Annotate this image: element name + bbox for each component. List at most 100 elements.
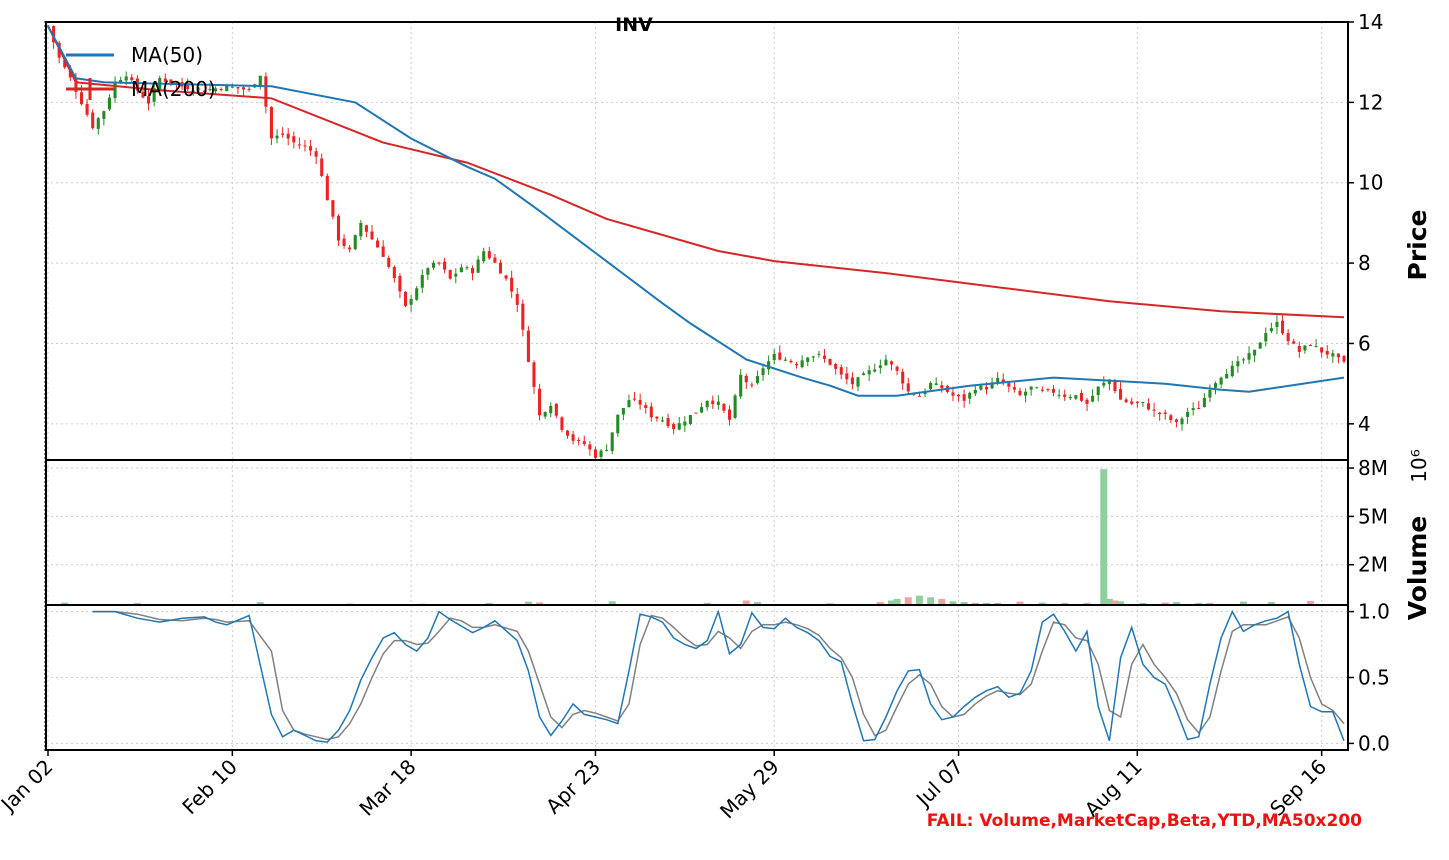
stochastic-ytick-label: 0.5	[1358, 666, 1390, 690]
candle-body	[1169, 415, 1173, 421]
candle-body	[593, 449, 597, 458]
volume-grid	[46, 460, 1348, 605]
candle-body	[1297, 345, 1301, 352]
candle-body	[1191, 408, 1195, 411]
candle-body	[454, 273, 458, 277]
candle-body	[996, 377, 1000, 383]
candle-body	[1119, 389, 1123, 400]
candle-body	[1091, 395, 1095, 402]
candle-body	[940, 385, 944, 389]
candle-body	[191, 90, 195, 92]
candle-body	[532, 362, 536, 388]
candle-body	[169, 79, 173, 84]
candle-body	[700, 407, 704, 413]
candle-body	[767, 361, 771, 370]
candle-body	[130, 77, 134, 81]
stochastic-lines	[92, 609, 1345, 743]
candle-body	[979, 385, 983, 390]
candle-body	[1258, 342, 1262, 349]
candle-body	[426, 268, 430, 275]
candle-body	[152, 88, 156, 102]
candle-body	[387, 257, 391, 267]
candle-body	[1325, 351, 1329, 355]
candle-body	[549, 405, 553, 414]
candle-body	[113, 81, 117, 99]
candle-body	[504, 275, 508, 279]
candle-body	[1230, 365, 1234, 377]
candle-body	[510, 277, 514, 292]
candle-body	[934, 383, 938, 385]
candle-body	[359, 222, 363, 237]
candle-body	[711, 400, 715, 405]
candle-body	[660, 420, 665, 422]
candle-body	[739, 374, 743, 397]
candle-body	[230, 86, 234, 88]
candle-body	[398, 275, 402, 292]
candle-body	[515, 293, 519, 305]
chart-title: INV	[615, 14, 653, 36]
volume-bar	[1100, 469, 1108, 606]
candle-body	[1085, 399, 1089, 404]
candle-body	[1063, 394, 1067, 397]
candle-body	[688, 415, 692, 424]
candle-body	[392, 266, 396, 279]
candle-body	[1320, 347, 1324, 353]
candle-body	[733, 395, 737, 418]
candle-body	[1331, 353, 1335, 357]
candle-body	[577, 439, 581, 441]
candle-body	[1286, 332, 1290, 342]
candle-body	[599, 450, 603, 457]
candle-body	[901, 371, 905, 384]
candle-body	[822, 355, 827, 359]
candle-body	[74, 79, 78, 92]
candle-body	[353, 235, 357, 250]
candle-body	[1012, 387, 1016, 390]
candle-body	[873, 369, 877, 372]
candle-body	[543, 412, 547, 417]
candle-body	[644, 405, 648, 408]
candle-body	[1079, 392, 1083, 401]
candle-body	[325, 175, 329, 201]
candle-body	[1236, 361, 1240, 367]
candle-body	[52, 26, 56, 43]
candle-body	[683, 421, 687, 426]
candle-body	[197, 88, 201, 90]
candle-body	[850, 377, 854, 385]
candle-body	[705, 400, 709, 408]
candle-body	[716, 401, 720, 405]
candle-body	[141, 91, 145, 98]
candle-body	[1281, 320, 1285, 334]
candle-body	[588, 444, 592, 450]
candle-body	[526, 330, 530, 362]
candle-body	[336, 215, 341, 241]
volume-axis-label: Volume	[1403, 516, 1432, 621]
candle-body	[1275, 321, 1279, 327]
candle-body	[1130, 401, 1134, 404]
candle-body	[269, 107, 273, 139]
candle-body	[627, 400, 631, 408]
candle-body	[538, 388, 542, 416]
candle-body	[292, 136, 296, 143]
candle-body	[102, 111, 106, 119]
candle-body	[951, 392, 955, 396]
candle-body	[521, 303, 525, 330]
candle-body	[1225, 373, 1229, 379]
candle-body	[1208, 390, 1212, 398]
candle-body	[1029, 386, 1033, 390]
candle-body	[309, 146, 313, 151]
volume-bar	[927, 597, 935, 606]
candle-body	[1018, 390, 1022, 396]
candle-body	[448, 270, 452, 279]
candle-body	[1107, 379, 1111, 385]
candle-body	[403, 291, 408, 306]
candle-body	[862, 373, 866, 375]
candle-body	[616, 414, 620, 434]
candle-body	[1051, 388, 1056, 393]
candle-body	[694, 412, 698, 414]
legend: MA(50) MA(200)	[66, 43, 216, 101]
candle-body	[655, 416, 659, 419]
price-ytick-label: 4	[1358, 412, 1371, 436]
candle-body	[202, 90, 206, 92]
